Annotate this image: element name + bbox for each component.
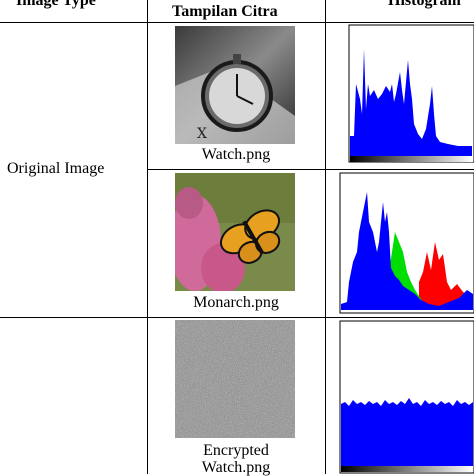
caption-watch: Watch.png <box>201 146 271 163</box>
watch-image: X <box>175 26 295 144</box>
hist-monarch-blue <box>341 192 473 310</box>
histogram-watch <box>348 24 474 164</box>
hist-watch-series <box>350 49 472 156</box>
row-label-original: Original Image <box>7 160 105 177</box>
svg-text:X: X <box>197 126 207 142</box>
grid-line <box>0 317 474 318</box>
histogram-encrypted <box>339 320 474 474</box>
grid-line <box>147 0 148 474</box>
hist-encrypted-scale <box>341 466 473 472</box>
encrypted-watch-image <box>175 320 295 438</box>
grid-line <box>325 0 326 474</box>
caption-encrypted-line2: Watch.png <box>201 459 271 476</box>
header-histogram: Histogram <box>388 0 461 9</box>
header-image-type: Image Type <box>16 0 96 9</box>
hist-monarch-red <box>419 242 473 310</box>
caption-monarch: Monarch.png <box>193 294 279 311</box>
hist-encrypted-series <box>341 398 473 466</box>
caption-encrypted-line1: Encrypted <box>203 442 269 459</box>
monarch-image <box>175 173 295 291</box>
grid-line <box>147 169 474 170</box>
histogram-monarch <box>339 172 474 314</box>
grid-line <box>0 22 474 23</box>
header-display: Tampilan Citra <box>172 3 278 20</box>
